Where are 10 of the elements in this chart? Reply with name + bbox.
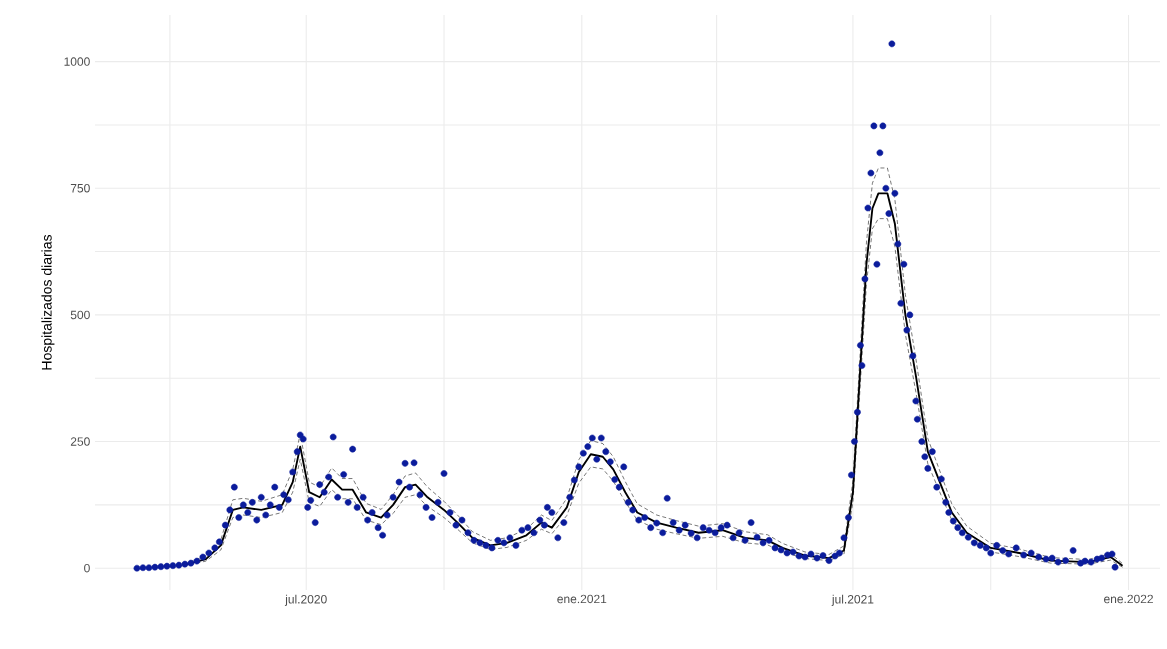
y-tick-label: 500 <box>70 310 90 320</box>
x-tick-label: ene.2022 <box>1104 594 1153 604</box>
y-tick-label: 1000 <box>64 57 90 66</box>
x-tick-label: jul.2021 <box>831 594 874 606</box>
y-tick-label: 250 <box>70 437 90 446</box>
y-tick-label: 0 <box>84 563 90 573</box>
x-tick-label: jul.2020 <box>284 594 327 606</box>
x-tick-label: ene.2021 <box>557 594 607 604</box>
y-tick-label: 750 <box>70 183 90 193</box>
y-axis-title: Hospitalizados diarias <box>41 234 55 370</box>
